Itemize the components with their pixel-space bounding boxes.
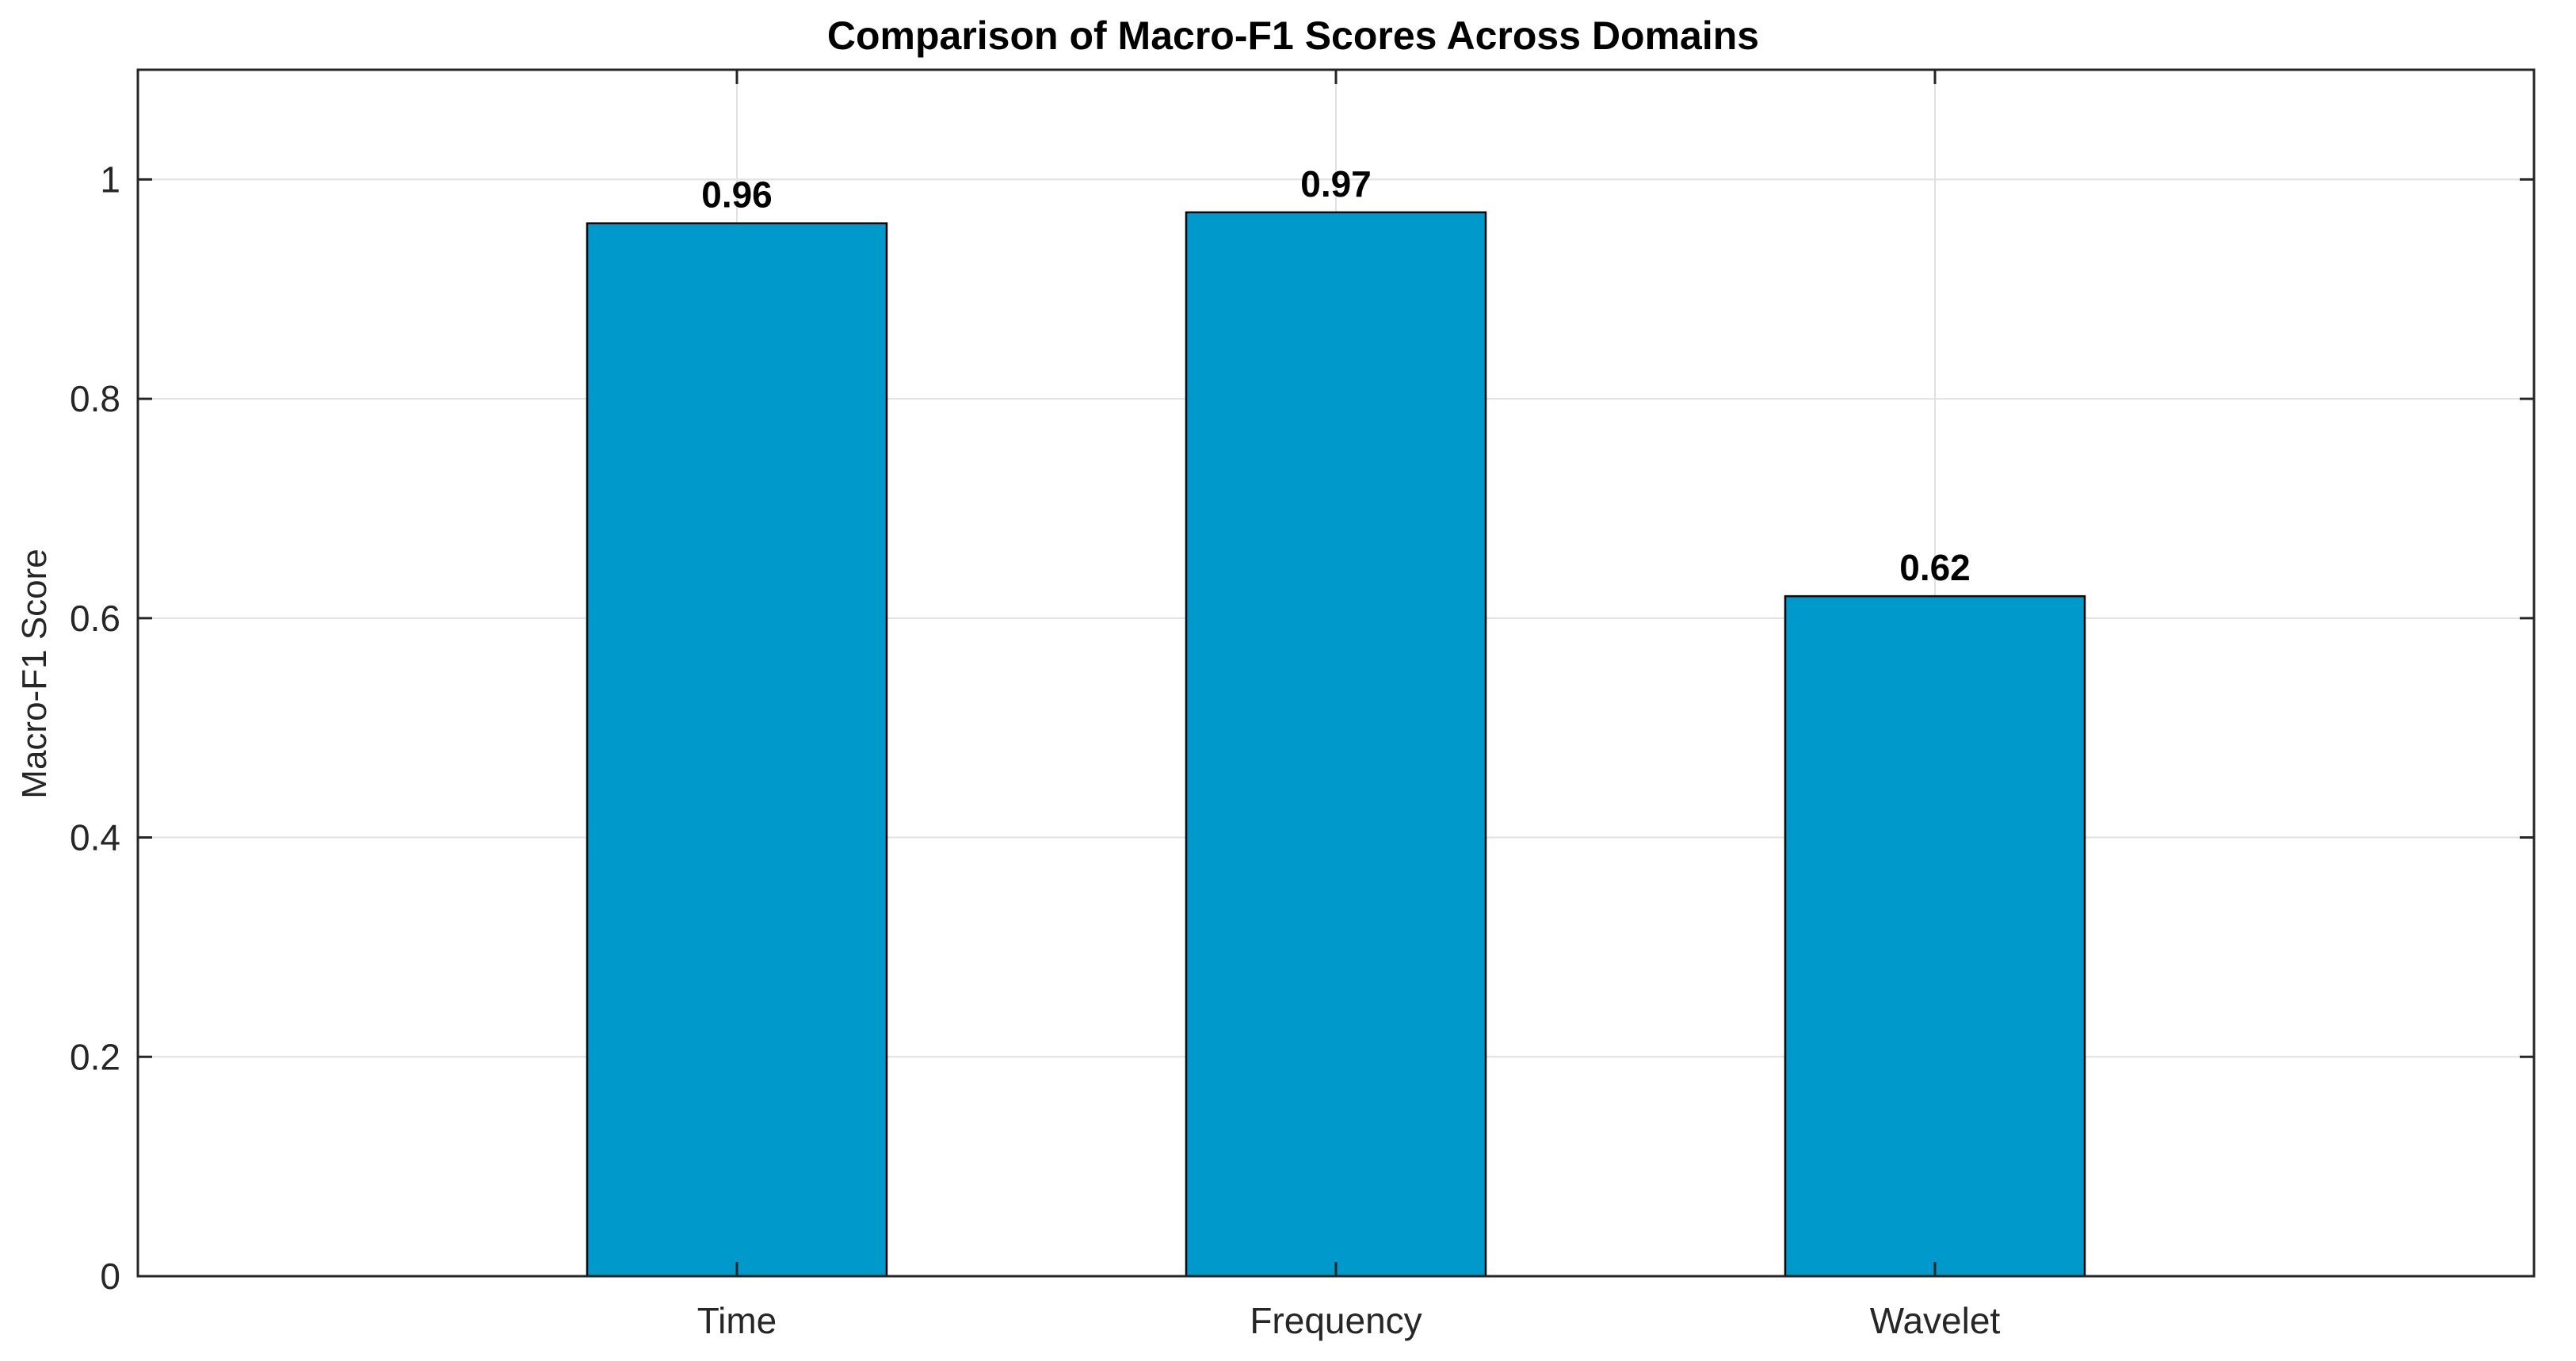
x-tick-label-time: Time [697,1300,777,1341]
x-tick-label-frequency: Frequency [1250,1300,1422,1341]
x-tick-label-wavelet: Wavelet [1870,1300,2001,1341]
data-labels: 0.96 0.97 0.62 [701,163,1971,588]
y-tick-label: 0.2 [70,1036,120,1077]
data-label-wavelet: 0.62 [1899,547,1971,588]
x-tick-labels: Time Frequency Wavelet [697,1300,2001,1341]
y-axis-label: Macro-F1 Score [15,549,54,798]
data-label-time: 0.96 [701,174,773,216]
data-label-frequency: 0.97 [1300,163,1372,205]
bar-wavelet [1784,594,2086,1278]
y-tick-label: 0 [100,1256,120,1297]
y-tick-label: 0.4 [70,817,120,858]
tick-marks [138,70,2534,1278]
y-tick-label: 1 [100,159,120,200]
bar-time [586,222,888,1278]
bar-frequency [1185,211,1487,1278]
bars [586,211,2086,1278]
y-tick-label: 0.8 [70,378,120,419]
y-tick-labels: 0 0.2 0.4 0.6 0.8 1 [70,159,120,1297]
y-tick-label: 0.6 [70,598,120,639]
chart-title: Comparison of Macro-F1 Scores Across Dom… [827,13,1759,58]
